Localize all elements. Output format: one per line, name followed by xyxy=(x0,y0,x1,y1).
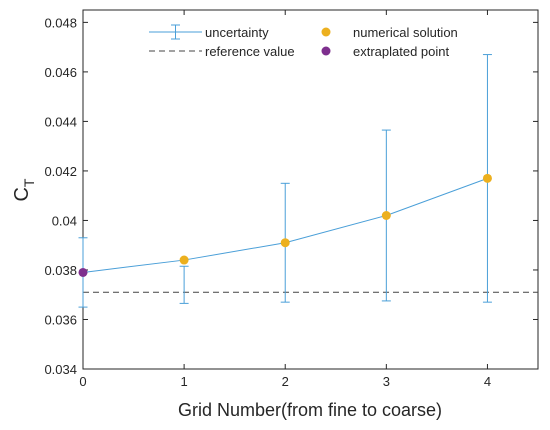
x-axis-label: Grid Number(from fine to coarse) xyxy=(178,400,442,420)
legend-extrapolated-label: extraplated point xyxy=(353,44,450,59)
legend-item-numerical: numerical solution xyxy=(321,25,458,40)
error-bars xyxy=(78,54,492,308)
y-axis-label-subscript: T xyxy=(21,178,37,187)
legend-numerical-label: numerical solution xyxy=(353,25,458,40)
legend-item-extrapolated: extraplated point xyxy=(321,44,450,59)
legend-reference-label: reference value xyxy=(205,44,295,59)
legend-uncertainty-label: uncertainty xyxy=(205,25,269,40)
legend-numerical-marker xyxy=(321,27,331,37)
y-tick-label: 0.034 xyxy=(44,362,77,377)
plot-frame xyxy=(82,9,539,370)
legend: uncertainty reference value numerical so… xyxy=(149,24,458,59)
y-tick-label: 0.04 xyxy=(52,213,77,228)
legend-item-reference: reference value xyxy=(149,44,295,59)
numerical-solution-point xyxy=(381,210,391,220)
x-tick-label: 0 xyxy=(79,374,86,389)
extrapolated-point xyxy=(78,267,88,277)
numerical-solution-point xyxy=(482,173,492,183)
legend-extrapolated-marker xyxy=(321,46,331,56)
y-tick-label: 0.044 xyxy=(44,114,77,129)
y-tick-label: 0.048 xyxy=(44,15,77,30)
y-tick-label: 0.036 xyxy=(44,312,77,327)
y-tick-label: 0.042 xyxy=(44,164,77,179)
x-tick-label: 3 xyxy=(383,374,390,389)
points-layer xyxy=(78,173,492,277)
x-tick-label: 4 xyxy=(484,374,491,389)
y-tick-label: 0.038 xyxy=(44,263,77,278)
legend-item-uncertainty: uncertainty xyxy=(149,24,269,40)
y-tick-label: 0.046 xyxy=(44,65,77,80)
numerical-solution-point xyxy=(280,238,290,248)
x-tick-label: 1 xyxy=(180,374,187,389)
axis-ticks: 0 1 2 3 4 0.034 0.036 0.038 0.04 0.042 0.044 0.046 0… xyxy=(44,10,538,389)
y-axis-label-main: C xyxy=(11,187,33,201)
x-tick-label: 2 xyxy=(282,374,289,389)
y-axis-label: CT xyxy=(11,178,37,201)
numerical-solution-point xyxy=(179,255,189,265)
